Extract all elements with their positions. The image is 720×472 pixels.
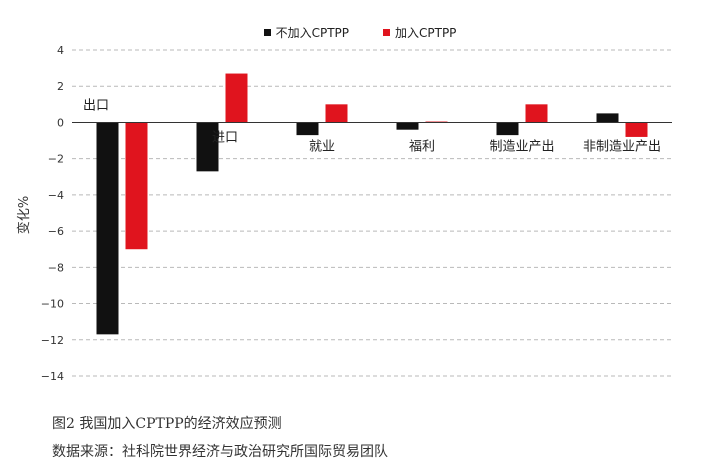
- figure-caption: 图2 我国加入CPTPP的经济效应预测: [52, 416, 282, 432]
- y-tick-label: −6: [48, 225, 64, 238]
- bar-series-0: [196, 122, 219, 172]
- legend-swatch-series-1: [383, 28, 390, 36]
- bar-series-1: [625, 122, 648, 137]
- legend-label-series-0: 不加入CPTPP: [275, 25, 349, 40]
- y-tick-label: −4: [48, 189, 64, 202]
- y-tick-label: −12: [41, 334, 64, 347]
- category-label: 就业: [309, 139, 335, 154]
- legend: 不加入CPTPP 加入CPTPP: [0, 22, 720, 42]
- y-tick-label: −8: [48, 261, 64, 274]
- bar-series-0: [296, 122, 319, 136]
- bar-series-1: [125, 122, 148, 250]
- y-tick-label: −14: [41, 370, 64, 383]
- bar-series-0: [496, 122, 519, 136]
- bar-series-1: [225, 73, 248, 123]
- y-tick-label: −10: [41, 298, 64, 311]
- category-label: 出口: [83, 98, 109, 113]
- source-caption: 数据来源：社科院世界经济与政治研究所国际贸易团队: [52, 444, 388, 460]
- category-label: 进口: [212, 130, 238, 145]
- bar-series-1: [525, 104, 548, 123]
- legend-item-series-0: 不加入CPTPP: [263, 22, 349, 42]
- y-tick-label: 4: [57, 44, 64, 57]
- bar-series-1: [325, 104, 348, 123]
- legend-swatch-series-0: [263, 28, 271, 36]
- bar-series-0: [596, 113, 619, 123]
- bar-series-0: [96, 122, 119, 335]
- legend-label-series-1: 加入CPTPP: [395, 25, 457, 40]
- category-label: 制造业产出: [489, 139, 554, 154]
- y-axis-title: 变化%: [16, 196, 32, 234]
- y-tick-label: 2: [57, 80, 64, 93]
- y-tick-label: 0: [57, 116, 64, 129]
- y-tick-label: −2: [48, 153, 64, 166]
- bar-series-0: [396, 122, 419, 130]
- legend-item-series-1: 加入CPTPP: [383, 22, 456, 42]
- category-label: 福利: [409, 139, 435, 154]
- category-label: 非制造业产出: [583, 139, 661, 154]
